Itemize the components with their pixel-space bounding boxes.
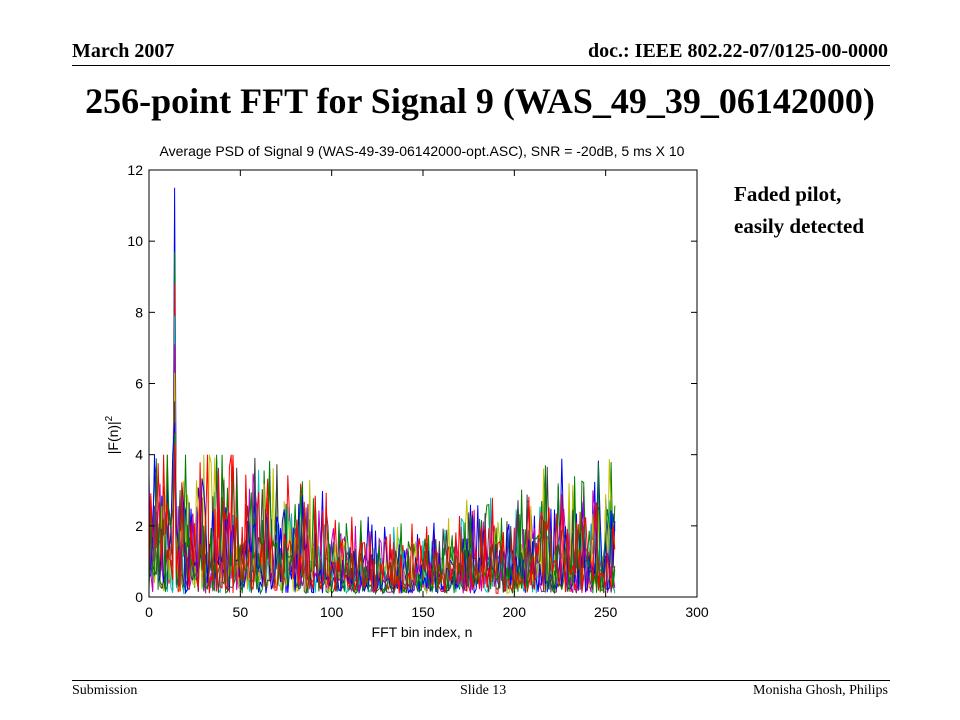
x-tick-label: 300 — [685, 604, 709, 620]
y-tick-label: 2 — [135, 518, 143, 534]
x-tick-label: 100 — [320, 604, 344, 620]
footer-author: Monisha Ghosh, Philips — [753, 683, 888, 698]
y-tick-label: 0 — [135, 589, 143, 605]
x-tick-label: 200 — [503, 604, 527, 620]
y-tick-label: 4 — [135, 447, 143, 463]
psd-series-line — [148, 422, 616, 595]
psd-series-line — [148, 443, 616, 594]
y-tick-label: 10 — [127, 233, 143, 249]
y-tick-label: 6 — [135, 376, 143, 392]
y-axis-label: |F(n)|2 — [104, 415, 121, 454]
y-axis-label-text: |F(n)| — [105, 421, 121, 454]
annotation-line-2: easily detected — [734, 214, 865, 238]
y-tick-label: 8 — [135, 304, 143, 320]
chart-title: Average PSD of Signal 9 (WAS-49-39-06142… — [160, 143, 685, 159]
x-tick-label: 50 — [233, 604, 249, 620]
x-tick-label: 250 — [594, 604, 618, 620]
psd-chart: Average PSD of Signal 9 (WAS-49-39-06142… — [104, 143, 709, 640]
annotation-line-1: Faded pilot, — [734, 182, 842, 206]
series-layer — [148, 187, 616, 596]
ticks-layer: 0 50 100 150 200 250 300 0 2 4 6 8 10 12 — [127, 162, 708, 620]
header-rule — [72, 65, 890, 66]
header-doc-id: doc.: IEEE 802.22-07/0125-00-0000 — [588, 40, 888, 62]
footer-submission: Submission — [72, 683, 138, 698]
x-tick-label: 150 — [411, 604, 435, 620]
footer-rule — [72, 680, 890, 681]
y-axis-label-exp: 2 — [104, 415, 115, 421]
psd-series-line — [148, 433, 616, 595]
y-tick-label: 12 — [127, 162, 143, 178]
svg-text:|F(n)|2: |F(n)|2 — [104, 415, 121, 454]
footer-slide-number: Slide 13 — [460, 683, 507, 698]
header-date: March 2007 — [72, 40, 175, 62]
x-tick-label: 0 — [145, 604, 153, 620]
annotation: Faded pilot, easily detected — [734, 178, 864, 242]
x-axis-label: FFT bin index, n — [372, 624, 473, 640]
slide-title: 256-point FFT for Signal 9 (WAS_49_39_06… — [85, 81, 875, 121]
